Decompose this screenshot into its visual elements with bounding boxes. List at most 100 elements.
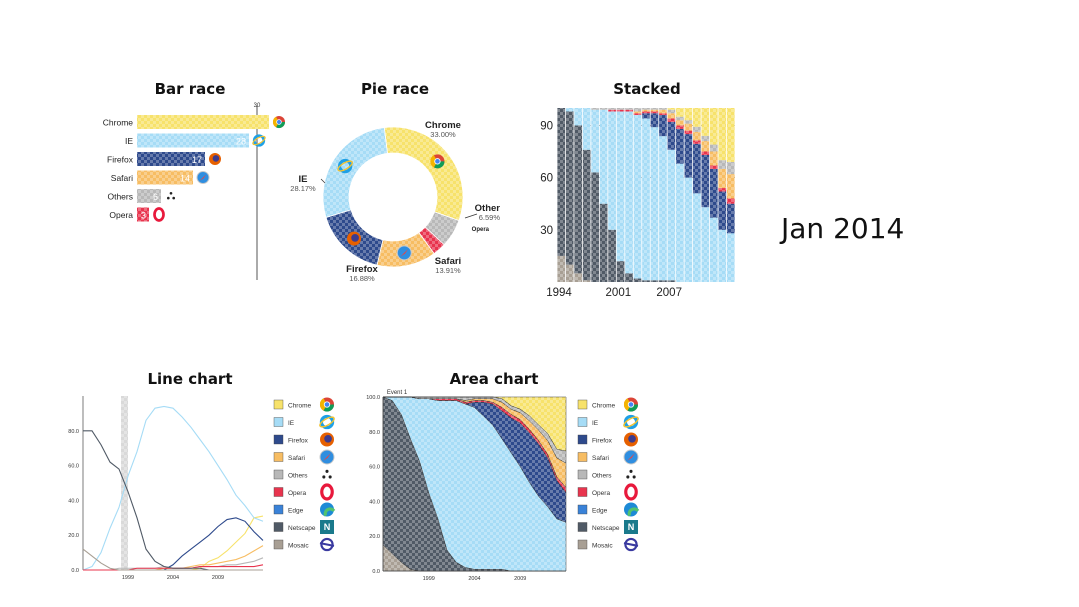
stacked-segment-texture-opera (633, 113, 642, 115)
stacked-segment-texture-netscape (633, 278, 642, 282)
bar-label-ie: IE (125, 136, 133, 146)
line-legend-swatch-opera (273, 487, 284, 497)
line-legend-swatch-edge (273, 504, 284, 515)
pie-pct-others: 6.59% (479, 213, 501, 222)
stacked-segment-texture-ie (693, 193, 701, 282)
stacked-segment-texture-opera (625, 109, 633, 112)
line-legend-label-mosaic: Mosaic (288, 543, 309, 550)
line-chart: 0.0 20.0 40.0 60.0 80.0 1999 2004 2009 (68, 396, 264, 581)
stacked-segment-texture-others (591, 108, 599, 110)
line-ytick-60.0: 60.0 (68, 464, 79, 470)
stacked-segment-texture-ie (709, 217, 718, 282)
line-legend-label-safari: Safari (288, 455, 305, 462)
stacked-ytick-60: 60 (540, 173, 553, 185)
stacked-title: Stacked (613, 80, 681, 98)
stacked-segment-texture-ie (684, 177, 693, 282)
bar-value-others: 6 (153, 192, 158, 202)
safari-icon (396, 245, 412, 261)
line-xtick-2009: 2009 (212, 575, 224, 581)
stacked-segment-texture-others (650, 108, 659, 110)
opera-icon (153, 207, 165, 222)
line-ytick-0.0: 0.0 (71, 568, 79, 574)
stacked-segment-texture-netscape (599, 203, 608, 282)
svg-text:N: N (628, 522, 635, 532)
others-dots-icon (626, 469, 636, 479)
stacked-segment-texture-chrome (676, 108, 684, 117)
stacked-segment-texture-opera (642, 111, 650, 114)
stacked-segment-texture-safari (684, 123, 693, 131)
netscape-icon: N (320, 520, 334, 534)
area-legend-label-others: Others (592, 473, 612, 480)
area-ytick-100.0: 100.0 (366, 395, 380, 401)
stacked-segment-texture-ie (667, 149, 676, 281)
chrome-icon (623, 397, 639, 412)
stacked-segment-texture-mosaic (582, 280, 591, 282)
pie-label-chrome: Chrome (425, 120, 461, 131)
bar-texture-chrome (137, 115, 269, 129)
area-legend-swatch-edge (577, 504, 588, 515)
stacked-segment-texture-others (642, 108, 650, 110)
stacked-xtick-2007: 2007 (656, 287, 682, 299)
area-xtick-1999: 1999 (423, 576, 435, 582)
line-legend-label-others: Others (288, 473, 308, 480)
line-legend-swatch-netscape (273, 522, 284, 532)
bar-texture-ie (137, 133, 249, 148)
stacked-chart: 30 60 90 1994 2001 2007 (540, 108, 735, 299)
stacked-segment-texture-netscape (625, 273, 633, 282)
area-series-texture-opera (383, 397, 566, 493)
area-chart-title: Area chart (449, 370, 539, 388)
line-legend-label-chrome: Chrome (288, 403, 312, 410)
stacked-segment-texture-chrome (667, 108, 676, 110)
netscape-icon: N (624, 520, 638, 534)
stacked-segment-texture-firefox (684, 134, 693, 178)
firefox-icon (624, 432, 638, 447)
area-legend-swatch-firefox (577, 434, 588, 445)
bar-value-safari: 14 (180, 173, 190, 183)
bar-label-safari: Safari (111, 173, 133, 183)
area-legend-label-mosaic: Mosaic (592, 543, 613, 550)
area-series-texture-firefox (383, 397, 566, 523)
area-ytick-40.0: 40.0 (369, 499, 380, 505)
line-series-firefox (83, 517, 264, 571)
ie-icon (252, 134, 266, 147)
stacked-segment-texture-others (726, 161, 735, 175)
line-legend-label-ie: IE (288, 420, 295, 427)
bar-race-chart: 30 Chrome IE 28 Firefox 17 Safari 14 Others 6 Oper… (103, 103, 286, 280)
others-dots-icon (322, 469, 332, 479)
bar-race-title: Bar race (154, 80, 226, 98)
stacked-segment-texture-opera (693, 140, 701, 144)
area-chart: 0.0 20.0 40.0 60.0 80.0 100.0 1999 2004 2009 Even… (366, 390, 567, 582)
chrome-icon (430, 154, 445, 169)
ie-icon (623, 414, 639, 430)
stacked-segment-texture-netscape (659, 280, 667, 282)
pie-race-title: Pie race (360, 80, 430, 98)
stacked-segment-texture-safari (693, 131, 701, 141)
ie-icon (319, 414, 335, 430)
stacked-segment-texture-others (693, 126, 701, 132)
pie-label-others: Other (475, 203, 501, 214)
pie-pct-ie: 28.17% (290, 184, 316, 193)
stacked-segment-texture-firefox (701, 154, 710, 208)
stacked-segment-texture-safari (659, 109, 667, 114)
area-legend-label-safari: Safari (592, 455, 609, 462)
mosaic-icon (319, 537, 335, 552)
stacked-segment-texture-opera (676, 125, 684, 129)
firefox-icon (320, 432, 334, 447)
stacked-segment-texture-netscape (574, 125, 583, 274)
area-legend-swatch-mosaic (577, 539, 588, 550)
stacked-segment-texture-safari (701, 141, 710, 152)
pie-pct-chrome: 33.00% (430, 130, 456, 139)
stacked-segment-texture-firefox (709, 168, 718, 218)
stacked-segment-texture-opera (667, 118, 676, 122)
stacked-segment-texture-others (667, 109, 676, 114)
stacked-segment-texture-netscape (557, 108, 566, 256)
area-legend-label-firefox: Firefox (592, 438, 613, 445)
stacked-segment-texture-netscape (616, 261, 625, 282)
stacked-segment-texture-ie (659, 136, 667, 281)
stacked-segment-texture-others (625, 108, 633, 110)
mosaic-icon (623, 537, 639, 552)
area-legend-swatch-safari (577, 452, 588, 462)
stacked-segment-texture-firefox (642, 113, 650, 119)
stacked-segment-texture-netscape (667, 280, 676, 282)
stacked-segment-texture-netscape (650, 280, 659, 282)
